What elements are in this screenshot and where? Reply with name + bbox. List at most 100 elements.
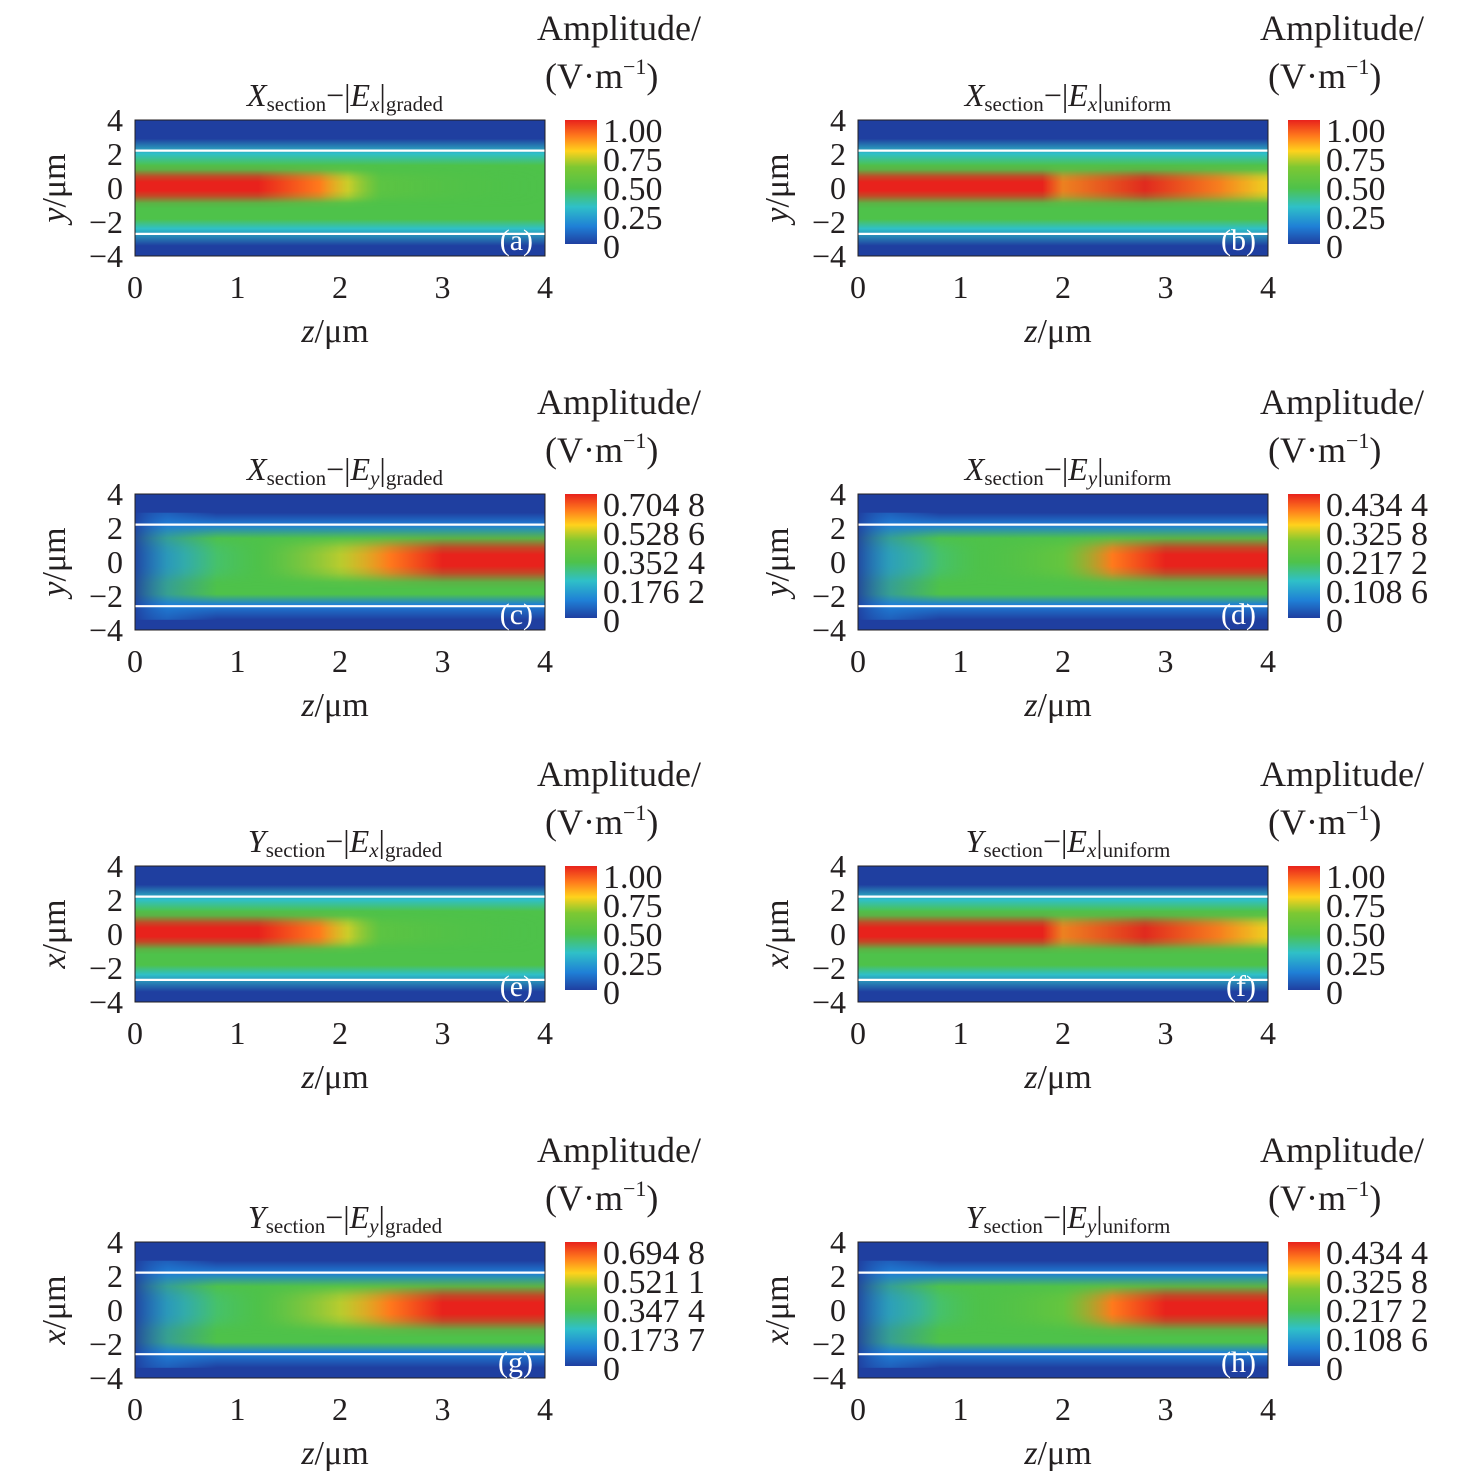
plot-frame	[857, 119, 1269, 257]
y-tick-label: 4	[830, 102, 846, 138]
panel-g: (g)420−2−40 1 2 3 4z/μmx/μmYsection−|Ey|grad…	[36, 1130, 705, 1472]
x-tick-label: 4	[537, 1015, 553, 1051]
heatmap-entrance-shade	[135, 138, 545, 246]
colorbar-title: Amplitude/	[1260, 1130, 1424, 1170]
y-tick-label: 2	[830, 1258, 846, 1294]
panel-label: (h)	[1221, 1346, 1256, 1379]
y-tick-label: 2	[107, 1258, 123, 1294]
colorbar-tick-label: 0.50	[603, 917, 663, 954]
colorbar-title: Amplitude/	[537, 8, 701, 48]
x-tick-label: 1	[953, 1391, 969, 1427]
x-tick-label: 0	[850, 643, 866, 679]
y-tick-label: −2	[812, 578, 846, 614]
x-tick-label: 4	[537, 643, 553, 679]
x-tick-label: 1	[953, 643, 969, 679]
heatmap-entrance-shade	[135, 512, 545, 620]
colorbar-tick-label: 0.347 4	[603, 1293, 705, 1330]
y-tick-label: 4	[107, 476, 123, 512]
colorbar-tick-label: 0.217 2	[1326, 545, 1428, 582]
panel-title: Xsection−|Ey|graded	[245, 451, 443, 490]
panel-title: Ysection−|Ey|graded	[248, 1199, 443, 1238]
x-tick-label: 1	[230, 269, 246, 305]
plot-frame	[857, 1241, 1269, 1379]
colorbar	[1288, 1242, 1320, 1366]
colorbar-title: Amplitude/	[1260, 8, 1424, 48]
x-axis-label: z/μm	[1023, 1059, 1091, 1096]
colorbar-tick-label: 0.325 8	[1326, 516, 1428, 553]
x-tick-label: 4	[537, 269, 553, 305]
x-tick-label: 0	[850, 269, 866, 305]
colorbar-tick-label: 0.75	[603, 888, 663, 925]
colorbar-tick-label: 0	[1326, 975, 1343, 1012]
x-axis-label: z/μm	[300, 1059, 368, 1096]
x-tick-label: 0	[127, 643, 143, 679]
colorbar-tick-label: 0.352 4	[603, 545, 705, 582]
x-tick-label: 3	[1158, 643, 1174, 679]
heatmap	[858, 1242, 1268, 1378]
x-tick-label: 4	[1260, 643, 1276, 679]
panel-a: (a)420−2−40 1 2 3 4z/μmy/μmXsection−|Ex|grad…	[36, 8, 701, 350]
colorbar-tick-label: 0	[603, 229, 620, 266]
y-axis-label: x/μm	[36, 1275, 73, 1345]
y-tick-label: −2	[812, 1326, 846, 1362]
colorbar-tick-label: 0	[1326, 603, 1343, 640]
x-axis-label: z/μm	[1023, 313, 1091, 350]
heatmap-entrance-shade	[858, 1260, 1268, 1368]
colorbar-tick-label: 0.694 8	[603, 1235, 705, 1272]
plot-frame	[134, 119, 546, 257]
x-axis-label: z/μm	[1023, 687, 1091, 724]
y-tick-label: 4	[830, 476, 846, 512]
x-tick-label: 0	[127, 269, 143, 305]
colorbar-tick-label: 0.325 8	[1326, 1264, 1428, 1301]
colorbar-tick-label: 0.75	[1326, 142, 1386, 179]
heatmap	[858, 494, 1268, 630]
colorbar-tick-label: 0.528 6	[603, 516, 705, 553]
colorbar-unit: (V·m−1)	[1268, 800, 1381, 842]
colorbar-tick-label: 0.50	[1326, 171, 1386, 208]
colorbar-title: Amplitude/	[1260, 754, 1424, 794]
colorbar-unit: (V·m−1)	[1268, 428, 1381, 470]
heatmap-entrance-shade	[858, 512, 1268, 620]
y-axis-label: y/μm	[36, 527, 73, 599]
colorbar-tick-label: 0.25	[603, 200, 663, 237]
colorbar-tick-label: 0.75	[603, 142, 663, 179]
y-axis-label: y/μm	[36, 153, 73, 225]
colorbar-tick-label: 0.434 4	[1326, 487, 1428, 524]
y-tick-label: −2	[812, 950, 846, 986]
y-tick-label: −2	[89, 578, 123, 614]
colorbar-tick-label: 0.434 4	[1326, 1235, 1428, 1272]
colorbar-tick-label: 0.50	[603, 171, 663, 208]
panel-h: (h)420−2−40 1 2 3 4z/μmx/μmYsection−|Ey|unif…	[759, 1130, 1428, 1472]
y-tick-label: −2	[812, 204, 846, 240]
y-tick-label: 4	[107, 1224, 123, 1260]
plot-frame	[134, 865, 546, 1003]
colorbar-tick-label: 1.00	[603, 859, 663, 896]
panel-label: (e)	[500, 970, 533, 1003]
colorbar-tick-label: 0.217 2	[1326, 1293, 1428, 1330]
colorbar	[1288, 120, 1320, 244]
x-tick-label: 1	[953, 269, 969, 305]
heatmap	[858, 866, 1268, 1002]
y-tick-label: 2	[830, 510, 846, 546]
x-tick-label: 3	[1158, 269, 1174, 305]
x-tick-label: 1	[230, 1015, 246, 1051]
x-axis-label: z/μm	[1023, 1435, 1091, 1472]
y-tick-label: 2	[830, 136, 846, 172]
x-tick-label: 3	[435, 269, 451, 305]
y-tick-label: 0	[830, 544, 846, 580]
y-tick-label: 2	[107, 510, 123, 546]
y-axis-label: x/μm	[759, 1275, 796, 1345]
x-tick-label: 4	[1260, 1391, 1276, 1427]
colorbar-tick-label: 0.50	[1326, 917, 1386, 954]
colorbar-tick-label: 0.108 6	[1326, 574, 1428, 611]
y-tick-label: 4	[107, 848, 123, 884]
panel-f: (f)420−2−40 1 2 3 4z/μmx/μmYsection−|Ex|unif…	[759, 754, 1424, 1096]
y-axis-label: x/μm	[36, 899, 73, 969]
x-tick-label: 4	[1260, 269, 1276, 305]
panel-c: (c)420−2−40 1 2 3 4z/μmy/μmXsection−|Ey|grad…	[36, 382, 705, 724]
colorbar-unit: (V·m−1)	[545, 1176, 658, 1218]
y-tick-label: 0	[830, 916, 846, 952]
panel-title: Xsection−|Ey|uniform	[963, 451, 1171, 490]
panel-title: Ysection−|Ex|uniform	[966, 823, 1171, 862]
